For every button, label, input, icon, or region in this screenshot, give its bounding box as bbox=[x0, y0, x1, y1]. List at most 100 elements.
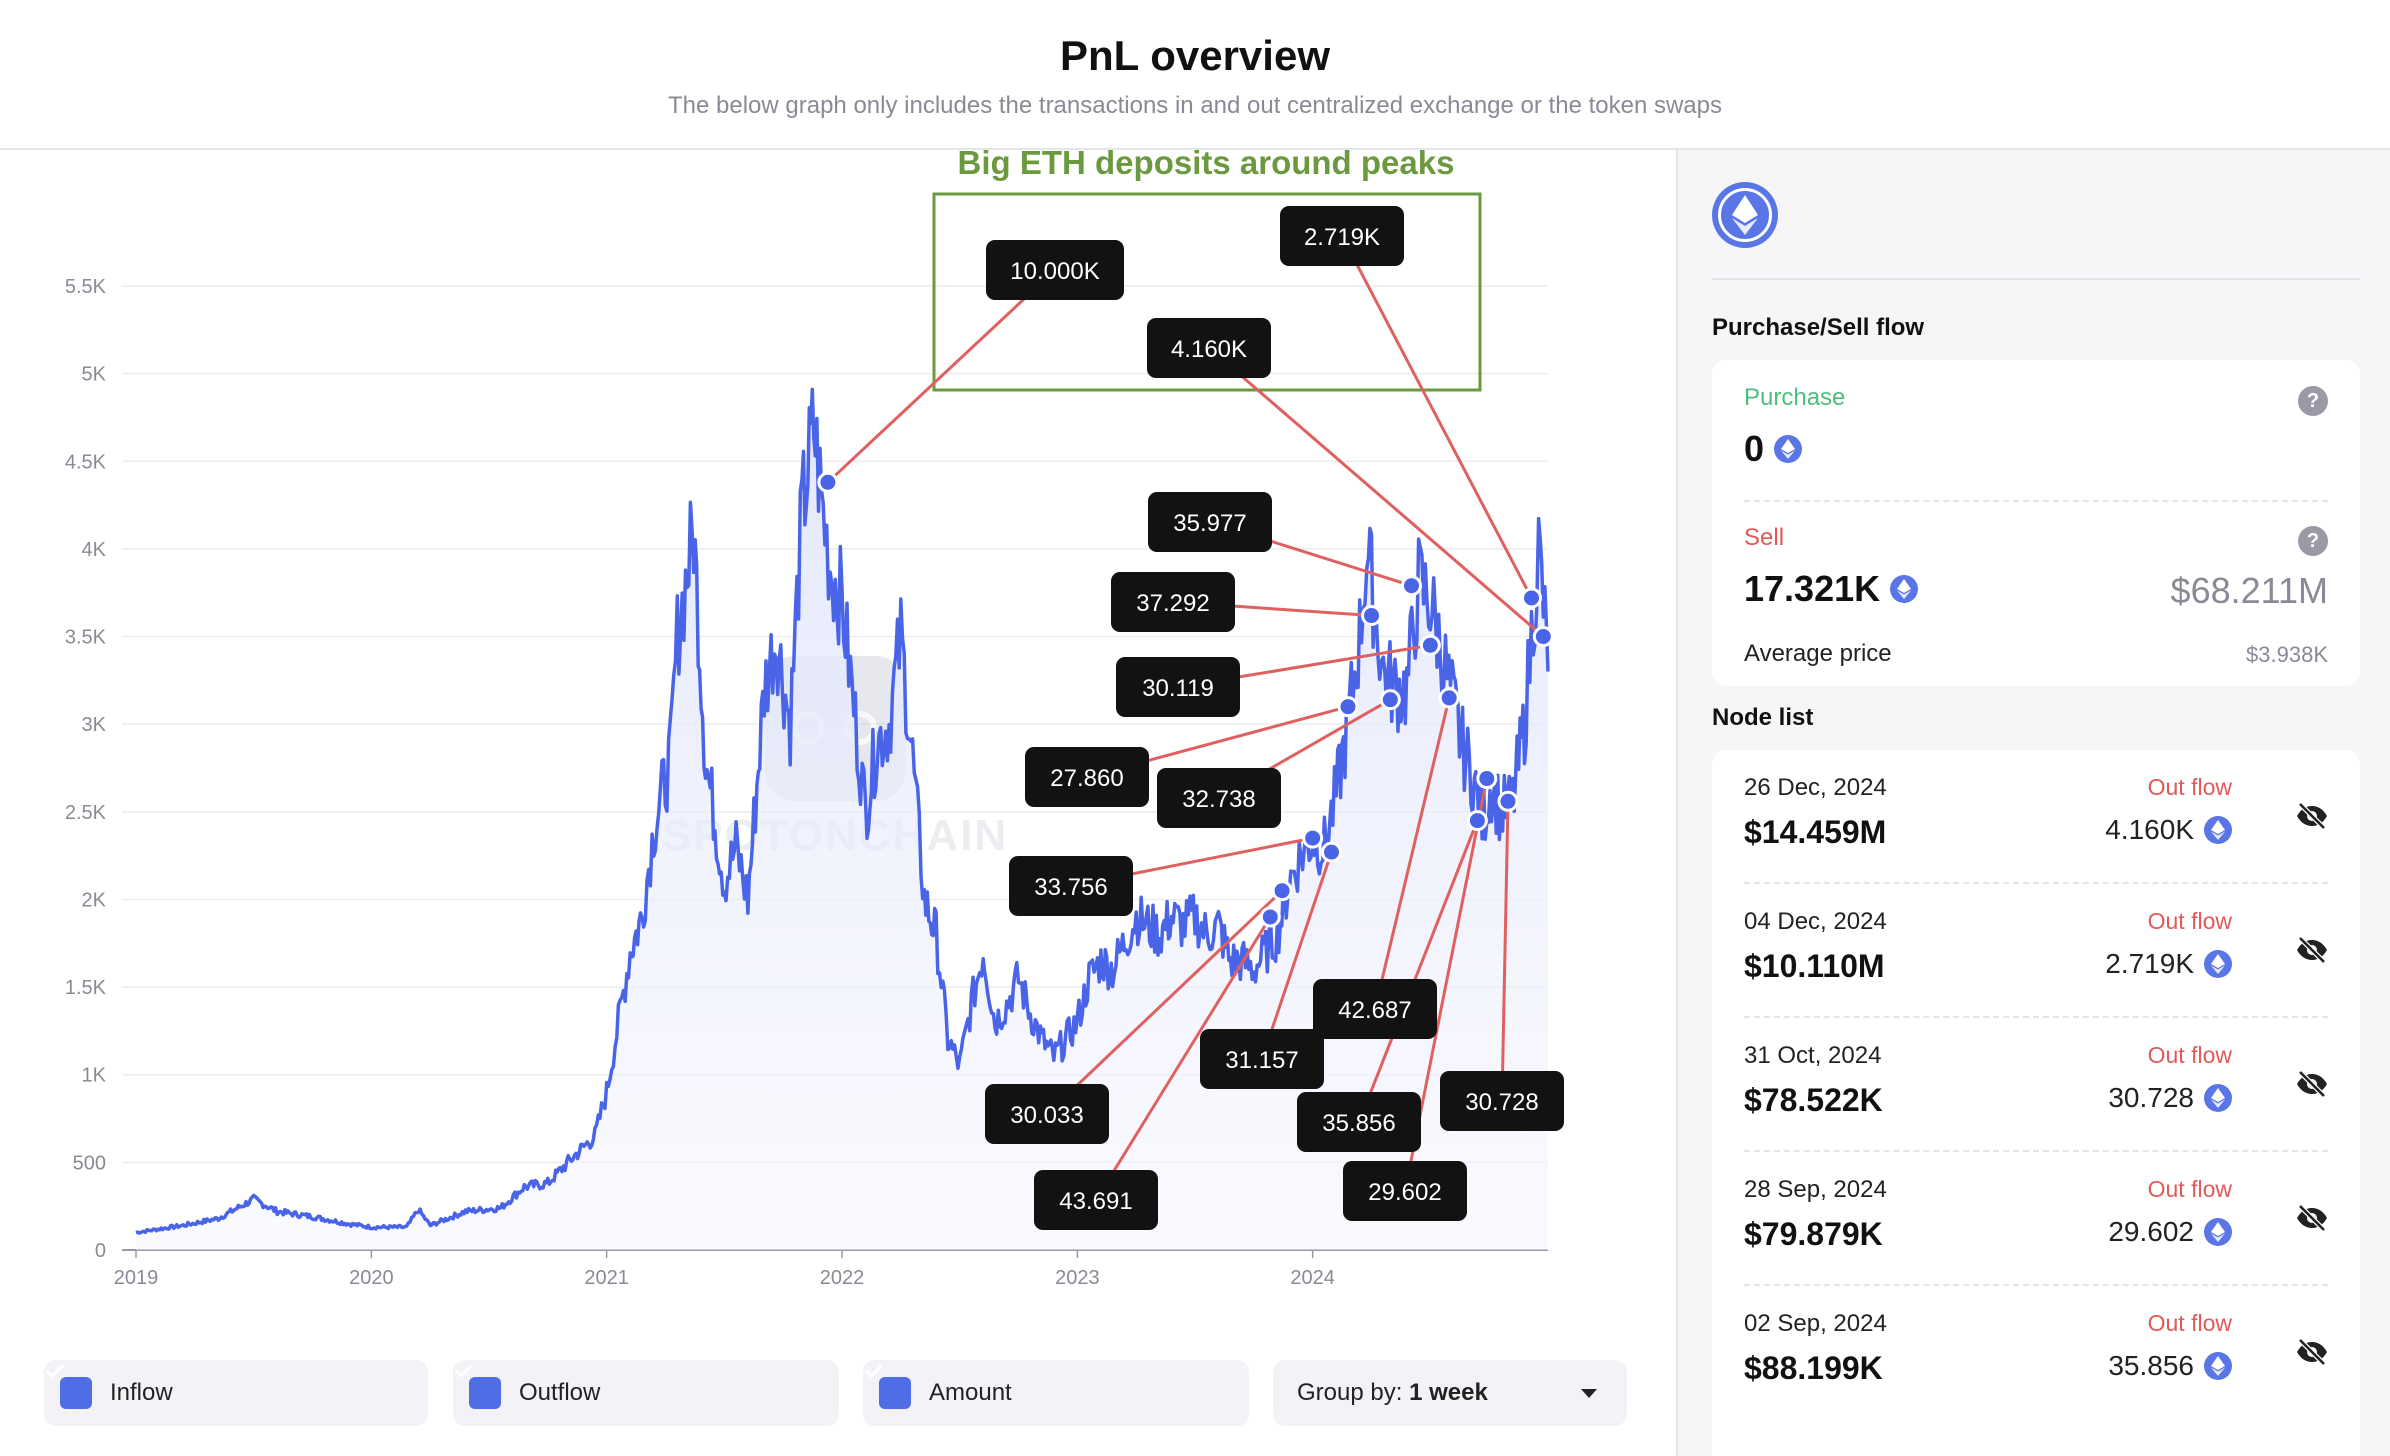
callouts: 10.000K 4.160K 2.719K 35.977 37.292 30.119 27.… bbox=[985, 206, 1564, 1230]
check-icon bbox=[46, 1364, 64, 1378]
ethereum-icon bbox=[2204, 1352, 2232, 1380]
callout-label: 37.292 bbox=[1136, 590, 1209, 617]
node-list-item[interactable]: 26 Dec, 2024 $14.459M Out flow 4.160K bbox=[1712, 750, 2360, 884]
group-by-label: Group by: bbox=[1297, 1379, 1403, 1406]
chart-panel: SPOTONCHAIN 05001K1.5K2K2.5K3K3.5K4K4.5K… bbox=[0, 150, 1676, 1456]
callout-label: 29.602 bbox=[1368, 1179, 1441, 1206]
purchase-label: Purchase bbox=[1744, 384, 1846, 411]
eye-off-icon[interactable] bbox=[2294, 932, 2330, 968]
eye-off-icon[interactable] bbox=[2294, 1066, 2330, 1102]
sell-usd-value: $68.211M bbox=[2170, 570, 2328, 611]
node-amount: 30.728 bbox=[2108, 1082, 2232, 1114]
callout-15: 30.728 bbox=[1440, 1071, 1564, 1131]
amount-checkbox[interactable] bbox=[865, 1364, 911, 1409]
node-divider bbox=[1744, 882, 2328, 884]
callout-13: 35.856 bbox=[1297, 1092, 1421, 1152]
average-price-label: Average price bbox=[1744, 640, 1892, 667]
node-list-item[interactable]: 04 Dec, 2024 $10.110M Out flow 2.719K bbox=[1712, 884, 2360, 1018]
marker-dot bbox=[1438, 687, 1460, 709]
node-list-item[interactable]: 31 Oct, 2024 $78.522K Out flow 30.728 bbox=[1712, 1018, 2360, 1152]
pnl-chart[interactable]: SPOTONCHAIN 05001K1.5K2K2.5K3K3.5K4K4.5K… bbox=[0, 150, 1676, 1350]
eye-off-icon[interactable] bbox=[2294, 1334, 2330, 1370]
callout-3: 35.977 bbox=[1148, 492, 1272, 552]
callout-11: 31.157 bbox=[1200, 1029, 1324, 1089]
node-amount-value: 30.728 bbox=[2108, 1082, 2194, 1113]
callout-label: 30.033 bbox=[1010, 1102, 1083, 1129]
callout-label: 10.000K bbox=[1010, 258, 1099, 285]
y-tick-label: 0 bbox=[95, 1240, 106, 1262]
ethereum-icon bbox=[1732, 195, 1758, 235]
callout-label: 35.977 bbox=[1173, 510, 1246, 537]
callout-box bbox=[986, 240, 1124, 300]
leader-line bbox=[1500, 801, 1510, 1102]
average-price-value: $3.938K bbox=[2246, 642, 2328, 667]
node-date: 04 Dec, 2024 bbox=[1744, 908, 1887, 935]
callout-box bbox=[1116, 657, 1240, 717]
node-usd-value: $88.199K bbox=[1744, 1350, 1883, 1386]
node-list-item[interactable]: 28 Sep, 2024 $79.879K Out flow 29.602 bbox=[1712, 1152, 2360, 1286]
ethereum-icon bbox=[2204, 950, 2232, 978]
y-tick-label: 1.5K bbox=[65, 977, 107, 999]
purchase-amount: 0 bbox=[1744, 428, 1765, 469]
callout-box bbox=[1009, 856, 1133, 916]
callout-1: 4.160K bbox=[1147, 318, 1271, 378]
marker-dot bbox=[1361, 605, 1382, 627]
node-amount: 4.160K bbox=[2105, 814, 2232, 846]
group-by-select[interactable]: Group by: 1 week bbox=[1273, 1360, 1627, 1426]
y-tick-label: 500 bbox=[73, 1152, 106, 1174]
inflow-checkbox[interactable] bbox=[46, 1364, 92, 1409]
outflow-checkbox[interactable] bbox=[455, 1364, 501, 1409]
eye-off-icon[interactable] bbox=[2294, 1200, 2330, 1236]
amount-toggle[interactable]: Amount bbox=[863, 1360, 1249, 1426]
leader-line bbox=[1094, 916, 1272, 1201]
marker-dot bbox=[1476, 768, 1498, 790]
eye-off-icon[interactable] bbox=[2294, 798, 2330, 834]
callout-label: 30.728 bbox=[1465, 1089, 1538, 1116]
callout-label: 32.738 bbox=[1182, 786, 1255, 813]
callout-5: 30.119 bbox=[1116, 657, 1240, 717]
marker-dot bbox=[1302, 827, 1324, 849]
y-axis: 0 500 1K 1.5K 2K 2.5K 3K 3.5K 4K 4.5K 5K 5.5K bbox=[65, 276, 107, 1262]
callout-label: 42.687 bbox=[1338, 997, 1411, 1024]
node-divider bbox=[1744, 1016, 2328, 1018]
callout-box bbox=[1148, 492, 1272, 552]
node-usd-value: $78.522K bbox=[1744, 1082, 1883, 1118]
callout-12: 42.687 bbox=[1313, 979, 1437, 1039]
sidebar-separator bbox=[1712, 278, 2360, 280]
x-tick-label: 2021 bbox=[584, 1267, 629, 1289]
marker-dot bbox=[1401, 575, 1423, 597]
ethereum-icon bbox=[2204, 1218, 2232, 1246]
callout-6: 27.860 bbox=[1025, 747, 1149, 807]
inflow-toggle[interactable]: Inflow bbox=[44, 1360, 428, 1426]
leader-line bbox=[1357, 820, 1479, 1123]
purchase-value: 0 bbox=[1744, 428, 1803, 470]
page-title: PnL overview bbox=[1059, 32, 1330, 79]
check-icon bbox=[865, 1364, 883, 1378]
help-icon[interactable]: ? bbox=[2298, 526, 2328, 556]
y-tick-label: 1K bbox=[82, 1065, 107, 1087]
y-tick-label: 2K bbox=[82, 889, 107, 911]
node-flow-type: Out flow bbox=[2147, 1176, 2232, 1202]
marker-dot bbox=[1379, 689, 1401, 711]
help-icon[interactable]: ? bbox=[2298, 386, 2328, 416]
marker-dots bbox=[817, 471, 1554, 928]
outflow-toggle[interactable]: Outflow bbox=[453, 1360, 839, 1426]
node-usd-value: $79.879K bbox=[1744, 1216, 1883, 1252]
node-usd-value: $10.110M bbox=[1744, 948, 1885, 984]
marker-dot bbox=[1419, 634, 1441, 656]
amount-line bbox=[135, 387, 1550, 1235]
y-tick-label: 4.5K bbox=[65, 451, 107, 473]
leader-line bbox=[1260, 851, 1333, 1060]
ethereum-icon bbox=[2204, 816, 2232, 844]
marker-dot bbox=[1320, 841, 1342, 863]
sell-value: 17.321K bbox=[1744, 568, 1919, 610]
card-divider bbox=[1744, 500, 2328, 502]
ethereum-icon bbox=[1890, 575, 1919, 603]
node-divider bbox=[1744, 1150, 2328, 1152]
purchase-sell-card: Purchase ? 0 Sell ? 17.321K $68.211M Ave… bbox=[1712, 360, 2360, 686]
node-flow-type: Out flow bbox=[2147, 908, 2232, 934]
node-list-item[interactable]: 02 Sep, 2024 $88.199K Out flow 35.856 bbox=[1712, 1286, 2360, 1420]
callout-2: 2.719K bbox=[1280, 206, 1404, 266]
page-subtitle: The below graph only includes the transa… bbox=[668, 92, 1722, 119]
chart-controls: Inflow Outflow Amount Group by: 1 week bbox=[0, 1360, 1676, 1426]
